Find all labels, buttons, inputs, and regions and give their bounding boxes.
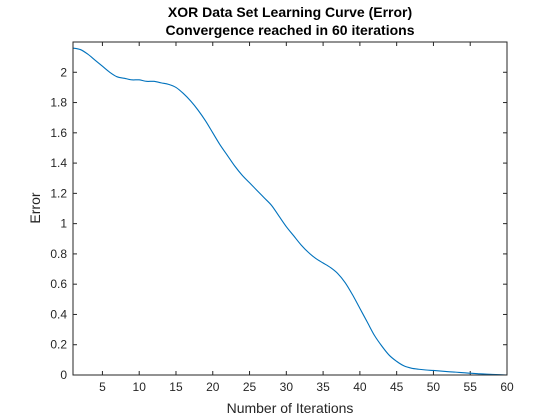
y-tick-label: 0.8 <box>50 247 67 261</box>
x-tick-label: 20 <box>206 380 220 394</box>
y-tick-label: 2 <box>60 65 67 79</box>
x-tick-label: 10 <box>133 380 147 394</box>
plot-area <box>73 42 507 375</box>
y-axis: 0 0.2 0.4 0.6 0.8 1 1.2 1.4 1.6 1.8 2 <box>50 65 507 382</box>
y-tick-label: 1.2 <box>50 186 67 200</box>
x-tick-label: 25 <box>243 380 257 394</box>
y-tick-label: 1.4 <box>50 156 67 170</box>
x-tick-label: 5 <box>99 380 106 394</box>
x-tick-label: 55 <box>464 380 478 394</box>
x-axis: 5 10 15 20 25 30 35 40 45 50 55 60 <box>99 42 514 394</box>
y-tick-label: 1.6 <box>50 126 67 140</box>
x-tick-label: 40 <box>353 380 367 394</box>
error-series-line <box>72 47 508 376</box>
x-tick-label: 30 <box>280 380 294 394</box>
x-tick-label: 45 <box>390 380 404 394</box>
plot-frame <box>72 41 508 376</box>
y-tick-label: 0.6 <box>50 277 67 291</box>
x-tick-label: 15 <box>169 380 183 394</box>
x-tick-label: 35 <box>316 380 330 394</box>
y-tick-label: 0.4 <box>50 307 67 321</box>
y-axis-label: Error <box>27 192 43 223</box>
chart-subtitle: Convergence reached in 60 iterations <box>166 22 415 38</box>
y-tick-label: 0 <box>60 368 67 382</box>
y-tick-label: 0.2 <box>50 338 67 352</box>
chart-title: XOR Data Set Learning Curve (Error) <box>168 4 412 20</box>
y-tick-label: 1 <box>60 217 67 231</box>
x-tick-label: 50 <box>427 380 441 394</box>
y-tick-label: 1.8 <box>50 96 67 110</box>
x-axis-label: Number of Iterations <box>227 400 354 416</box>
x-tick-label: 60 <box>500 380 514 394</box>
